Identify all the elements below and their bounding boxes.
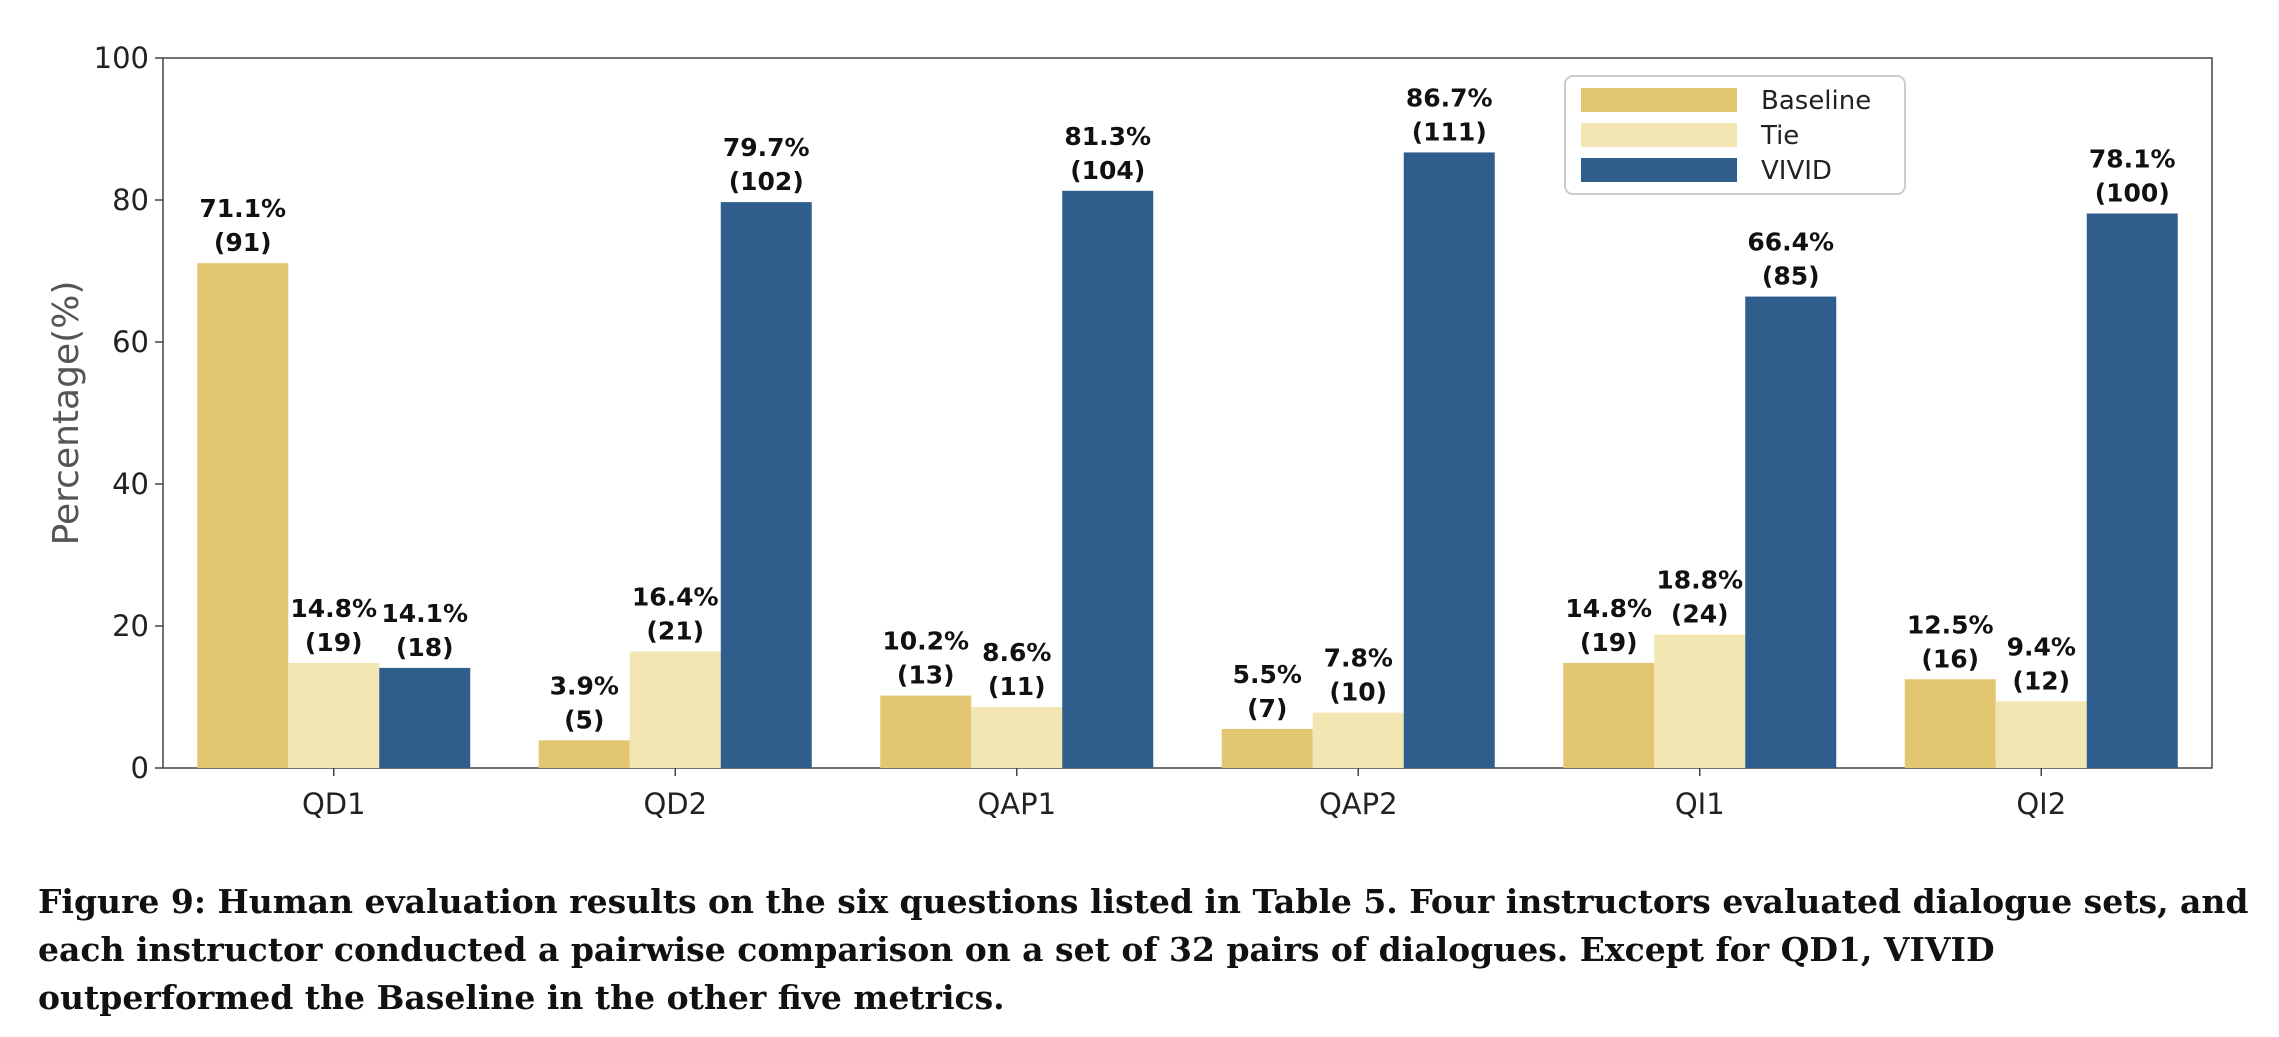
bar-baseline-qap1 [880,695,972,768]
figure-caption: Figure 9: Human evaluation results on th… [38,882,2249,1017]
data-label-count: (7) [1247,694,1287,723]
y-axis-title: Percentage(%) [46,281,87,546]
data-label-percent: 78.1% [2089,144,2176,173]
y-tick-label: 80 [112,183,149,217]
data-label-percent: 5.5% [1233,660,1302,689]
x-tick-label: QAP1 [977,787,1056,821]
data-label-percent: 71.1% [199,194,286,223]
bar-vivid-qi2 [2086,213,2178,769]
bar-baseline-qi2 [1904,679,1996,768]
x-tick-label: QI1 [1675,787,1725,821]
bar-tie-qap2 [1312,712,1404,768]
data-label-percent: 12.5% [1907,610,1994,639]
data-label-count: (85) [1762,262,1820,291]
x-tick-label: QD2 [643,787,707,821]
data-label-count: (18) [396,633,454,662]
data-label-count: (91) [214,228,272,257]
data-label-count: (13) [897,661,955,690]
x-tick-label: QD1 [302,787,366,821]
data-label-count: (5) [564,705,604,734]
legend-swatch-baseline [1581,88,1737,112]
legend-label-vivid: VIVID [1761,156,1832,186]
y-tick-label: 60 [112,325,149,359]
legend-label-tie: Tie [1760,121,1799,151]
bar-vivid-qd1 [379,667,471,768]
bar-baseline-qi1 [1563,662,1655,768]
bar-tie-qap1 [971,706,1063,768]
data-label-count: (19) [1580,628,1638,657]
data-label-count: (11) [988,672,1046,701]
data-label-percent: 14.1% [381,599,468,628]
data-label-percent: 10.2% [882,627,969,656]
legend: Baseline Tie VIVID [1564,75,1906,195]
data-label-percent: 81.3% [1064,122,1151,151]
bar-chart: 0 20 40 60 80 100 Percentage(%) QD1 71.1% (91) 14.… [46,41,2213,821]
bar-tie-qd1 [288,662,380,768]
data-label-percent: 8.6% [982,638,1051,667]
data-label-count: (111) [1412,117,1487,146]
data-label-count: (19) [305,628,363,657]
data-label-count: (102) [729,167,804,196]
bar-vivid-qi1 [1745,296,1837,768]
data-label-percent: 86.7% [1406,83,1493,112]
data-label-percent: 14.8% [1565,594,1652,623]
data-label-percent: 79.7% [723,133,810,162]
x-tick-label: QAP2 [1319,787,1398,821]
legend-swatch-vivid [1581,158,1737,182]
y-tick-label: 40 [112,467,149,501]
x-tick-label: QI2 [2016,787,2066,821]
bar-baseline-qap2 [1221,728,1313,768]
data-label-percent: 7.8% [1324,644,1393,673]
data-label-count: (16) [1921,644,1979,673]
data-label-percent: 66.4% [1747,228,1834,257]
bar-baseline-qd1 [197,263,289,768]
bar-vivid-qap2 [1403,152,1495,768]
legend-label-baseline: Baseline [1761,86,1871,116]
data-label-percent: 18.8% [1656,566,1743,595]
bar-tie-qi1 [1654,634,1746,768]
data-label-count: (24) [1671,600,1729,629]
data-label-count: (104) [1070,156,1145,185]
plot-area: 0 20 40 60 80 100 Percentage(%) QD1 71.1% (91) 14.… [46,41,2213,821]
bar-tie-qd2 [629,651,721,768]
legend-swatch-tie [1581,123,1737,147]
data-label-percent: 14.8% [290,594,377,623]
data-label-percent: 16.4% [632,583,719,612]
bar-tie-qi2 [1995,701,2087,768]
y-tick-label: 100 [94,41,149,75]
y-tick-label: 0 [131,751,149,785]
data-label-count: (100) [2095,178,2170,207]
data-label-percent: 9.4% [2007,632,2076,661]
data-label-percent: 3.9% [550,671,619,700]
plot-frame [162,57,2213,769]
data-label-count: (10) [1329,678,1387,707]
bar-baseline-qd2 [538,740,630,768]
bar-vivid-qap1 [1062,190,1154,768]
bar-vivid-qd2 [720,202,812,768]
y-tick-label: 20 [112,609,149,643]
data-label-count: (12) [2012,666,2070,695]
data-label-count: (21) [646,617,704,646]
